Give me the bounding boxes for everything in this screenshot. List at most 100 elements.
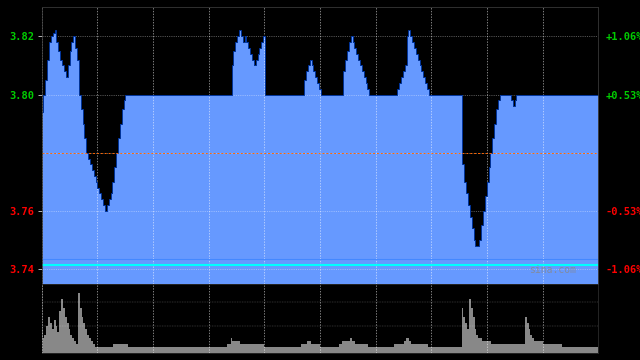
Bar bbox=[500, 344, 502, 353]
Bar bbox=[408, 338, 410, 353]
Bar bbox=[454, 347, 456, 353]
Bar bbox=[575, 347, 577, 353]
Bar bbox=[46, 326, 48, 353]
Bar bbox=[532, 338, 534, 353]
Bar bbox=[426, 344, 428, 353]
Bar bbox=[355, 344, 357, 353]
Bar bbox=[508, 344, 510, 353]
Bar bbox=[428, 347, 430, 353]
Bar bbox=[557, 344, 558, 353]
Bar bbox=[322, 347, 324, 353]
Bar bbox=[404, 341, 406, 353]
Bar bbox=[189, 347, 191, 353]
Bar bbox=[451, 347, 452, 353]
Bar bbox=[560, 344, 562, 353]
Bar bbox=[108, 347, 109, 353]
Bar bbox=[478, 338, 480, 353]
Bar bbox=[580, 347, 582, 353]
Bar bbox=[205, 347, 207, 353]
Bar bbox=[148, 347, 150, 353]
Bar bbox=[41, 329, 42, 353]
Bar bbox=[197, 347, 199, 353]
Bar bbox=[441, 347, 443, 353]
Bar bbox=[230, 338, 232, 353]
Bar bbox=[42, 338, 44, 353]
Bar bbox=[136, 347, 138, 353]
Bar bbox=[65, 317, 67, 353]
Bar bbox=[152, 347, 154, 353]
Bar bbox=[249, 344, 251, 353]
Bar bbox=[417, 344, 419, 353]
Bar bbox=[85, 329, 87, 353]
Bar bbox=[269, 347, 271, 353]
Bar bbox=[465, 323, 467, 353]
Bar bbox=[433, 347, 435, 353]
Bar bbox=[435, 347, 437, 353]
Bar bbox=[476, 335, 478, 353]
Bar bbox=[296, 347, 298, 353]
Bar bbox=[456, 347, 458, 353]
Bar bbox=[232, 341, 234, 353]
Bar bbox=[44, 335, 46, 353]
Bar bbox=[547, 344, 549, 353]
Bar bbox=[201, 347, 203, 353]
Bar bbox=[492, 344, 493, 353]
Bar bbox=[420, 344, 422, 353]
Bar bbox=[287, 347, 289, 353]
Bar bbox=[259, 344, 260, 353]
Bar bbox=[380, 347, 381, 353]
Bar bbox=[495, 344, 497, 353]
Bar bbox=[212, 347, 214, 353]
Bar bbox=[128, 347, 130, 353]
Bar bbox=[555, 344, 557, 353]
Bar bbox=[251, 344, 253, 353]
Bar bbox=[138, 347, 140, 353]
Bar bbox=[588, 347, 590, 353]
Bar bbox=[353, 341, 355, 353]
Bar bbox=[214, 347, 216, 353]
Bar bbox=[207, 347, 208, 353]
Bar bbox=[111, 347, 113, 353]
Bar bbox=[348, 341, 350, 353]
Bar bbox=[540, 341, 541, 353]
Bar bbox=[342, 341, 344, 353]
Bar bbox=[506, 344, 508, 353]
Bar bbox=[564, 347, 566, 353]
Bar bbox=[310, 344, 312, 353]
Bar bbox=[579, 347, 580, 353]
Bar bbox=[50, 323, 52, 353]
Text: sina.com: sina.com bbox=[529, 265, 576, 275]
Bar bbox=[132, 347, 134, 353]
Bar bbox=[482, 341, 484, 353]
Bar bbox=[357, 344, 359, 353]
Bar bbox=[461, 308, 463, 353]
Bar bbox=[240, 344, 242, 353]
Bar bbox=[262, 344, 264, 353]
Bar bbox=[162, 347, 164, 353]
Bar bbox=[596, 347, 598, 353]
Bar bbox=[289, 347, 290, 353]
Bar bbox=[463, 317, 465, 353]
Bar bbox=[447, 347, 449, 353]
Bar bbox=[326, 347, 328, 353]
Bar bbox=[89, 338, 91, 353]
Bar bbox=[424, 344, 426, 353]
Bar bbox=[74, 341, 76, 353]
Bar bbox=[369, 347, 371, 353]
Bar bbox=[244, 344, 246, 353]
Bar bbox=[303, 344, 305, 353]
Bar bbox=[99, 347, 100, 353]
Bar bbox=[54, 320, 56, 353]
Bar bbox=[281, 347, 283, 353]
Bar bbox=[469, 299, 471, 353]
Bar bbox=[268, 347, 269, 353]
Bar bbox=[253, 344, 255, 353]
Bar bbox=[61, 299, 63, 353]
Bar bbox=[305, 344, 307, 353]
Bar bbox=[175, 347, 177, 353]
Bar bbox=[307, 341, 309, 353]
Bar bbox=[279, 347, 281, 353]
Bar bbox=[398, 344, 400, 353]
Bar bbox=[154, 347, 156, 353]
Bar bbox=[236, 341, 238, 353]
